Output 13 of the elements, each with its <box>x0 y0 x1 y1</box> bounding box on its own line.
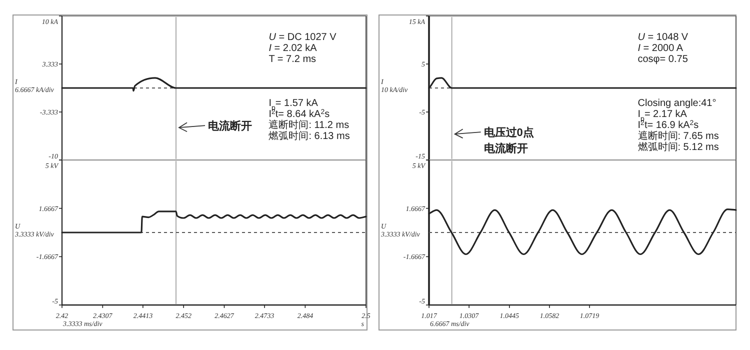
annotation: I = 2.02 kA <box>268 43 318 54</box>
annotation: U = DC 1027 V <box>268 32 337 43</box>
annotation: 燃弧时间: 6.13 ms <box>268 130 350 142</box>
annotation: 燃弧时间: 5.12 ms <box>638 141 719 153</box>
annotation: 电压过0点电流断开 <box>484 126 534 156</box>
annotation: cosφ= 0.75 <box>638 54 688 65</box>
annotation: 遮断时间: 7.65 ms <box>638 130 719 142</box>
annotation: Closing angle:41° <box>638 98 716 109</box>
annotation: U = 1048 V <box>638 32 688 43</box>
annotation: 遮断时间: 11.2 ms <box>268 119 350 131</box>
annotation: 电流断开 <box>208 120 252 133</box>
annotation: I = 2000 A <box>638 43 684 54</box>
annotation: T = 7.2 ms <box>268 54 316 65</box>
